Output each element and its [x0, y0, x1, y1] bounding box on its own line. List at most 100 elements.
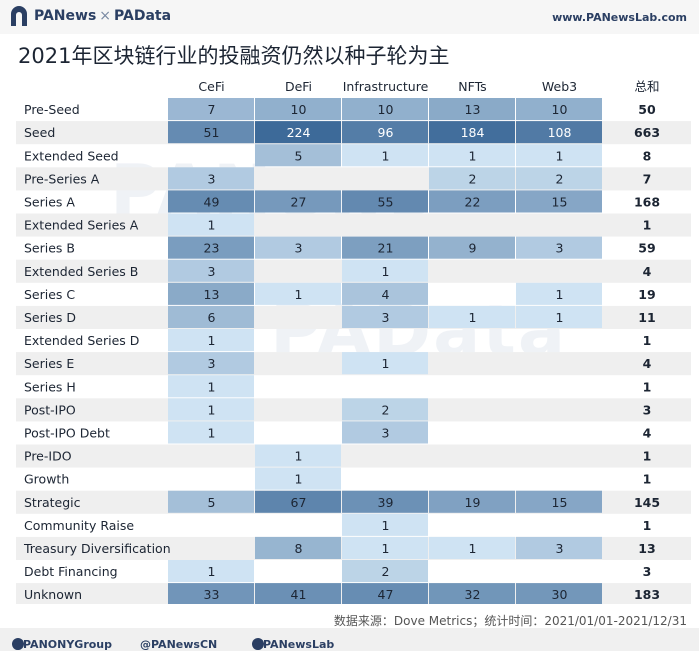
- row-total: 145: [634, 495, 660, 510]
- cell-value: 21: [378, 241, 394, 256]
- heatmap-cell: [516, 282, 602, 305]
- cell-value: 1: [556, 310, 564, 325]
- cell-value: 5: [295, 148, 303, 163]
- cell-value: 3: [382, 425, 390, 440]
- brand-title: PANews × PAData: [34, 8, 171, 24]
- heatmap-cell: [516, 305, 602, 328]
- row-total: 4: [643, 264, 652, 279]
- heatmap-cell: [342, 305, 428, 328]
- heatmap-cell: [168, 190, 254, 213]
- cell-value: 1: [295, 472, 303, 487]
- cell-value: 1: [382, 264, 390, 279]
- row-label: Series C: [24, 287, 75, 302]
- heatmap-cell: [516, 490, 602, 513]
- row-total: 1: [643, 218, 652, 233]
- heatmap-cell: [516, 121, 602, 144]
- cell-value: 184: [461, 125, 485, 140]
- cell-value: 27: [291, 194, 307, 209]
- twitter-icon: [12, 638, 24, 650]
- row-total: 4: [643, 356, 652, 371]
- total-header: 总和: [634, 79, 659, 94]
- heatmap-cell: [516, 98, 602, 121]
- cell-value: 6: [208, 310, 216, 325]
- heatmap-cell: [168, 583, 254, 604]
- heatmap-cell: [429, 98, 515, 121]
- row-total: 1: [643, 379, 652, 394]
- row-label: Strategic: [24, 495, 81, 510]
- row-total: 3: [643, 564, 652, 579]
- heatmap-cell: [255, 121, 341, 144]
- footer-facebook-handle: @PANewsLab: [252, 638, 335, 651]
- chart-title: 2021年区块链行业的投融资仍然以种子轮为主: [18, 44, 450, 68]
- brand-left: PANews: [34, 8, 97, 24]
- heatmap-cell: [516, 583, 602, 604]
- row-total: 168: [634, 194, 660, 209]
- cell-value: 7: [208, 102, 216, 117]
- heatmap-cell: [516, 536, 602, 559]
- row-total: 4: [643, 425, 652, 440]
- column-header: Web3: [542, 79, 577, 94]
- row-label: Series E: [24, 356, 74, 371]
- panews-logo-icon: [11, 6, 27, 26]
- cell-value: 96: [378, 125, 394, 140]
- row-label: Debt Financing: [24, 564, 118, 579]
- row-total: 3: [643, 402, 652, 417]
- cell-value: 1: [556, 148, 564, 163]
- top-bar: PANews × PAData www.PANewsLab.com: [0, 0, 699, 34]
- heatmap-cell: [168, 121, 254, 144]
- heatmap-cell: [516, 236, 602, 259]
- row-total: 50: [638, 102, 656, 117]
- row-total: 1: [643, 472, 652, 487]
- cell-value: 39: [378, 495, 394, 510]
- heatmap-cell: [342, 98, 428, 121]
- cell-value: 1: [208, 333, 216, 348]
- cell-value: 15: [552, 194, 568, 209]
- row-total: 183: [634, 587, 660, 602]
- brand-right: PAData: [114, 8, 172, 24]
- row-label: Series A: [24, 194, 75, 209]
- cell-value: 3: [208, 264, 216, 279]
- row-band: [16, 444, 691, 468]
- row-total: 19: [638, 287, 655, 302]
- row-label: Extended Series B: [24, 264, 138, 279]
- row-total: 13: [638, 541, 655, 556]
- row-total: 663: [634, 125, 660, 140]
- heatmap-cell: [342, 236, 428, 259]
- cell-value: 1: [295, 449, 303, 464]
- cell-value: 1: [208, 379, 216, 394]
- heatmap-cell: [255, 144, 341, 167]
- row-total: 7: [643, 171, 652, 186]
- heatmap-cell: [429, 121, 515, 144]
- cell-value: 2: [469, 171, 477, 186]
- row-total: 1: [643, 333, 652, 348]
- cell-value: 1: [382, 148, 390, 163]
- row-label: Post-IPO: [24, 402, 76, 417]
- heatmap-cell: [429, 167, 515, 190]
- column-header: DeFi: [285, 79, 312, 94]
- row-label: Community Raise: [24, 518, 134, 533]
- footer-twitter-handle: @PANONYGroup: [12, 638, 113, 651]
- heatmap-cell: [342, 513, 428, 536]
- cell-value: 1: [208, 425, 216, 440]
- heatmap-cell: [429, 144, 515, 167]
- cell-value: 3: [208, 171, 216, 186]
- column-header: Infrastructure: [343, 79, 429, 94]
- heatmap-cell: [342, 190, 428, 213]
- cell-value: 3: [208, 356, 216, 371]
- cell-value: 9: [469, 241, 477, 256]
- heatmap-cell: [516, 190, 602, 213]
- cell-value: 10: [291, 102, 307, 117]
- cell-value: 3: [295, 241, 303, 256]
- heatmap-cell: [342, 583, 428, 604]
- heatmap-cell: [168, 259, 254, 282]
- row-total: 1: [643, 449, 652, 464]
- heatmap-cell: [168, 213, 254, 236]
- cell-value: 49: [204, 194, 220, 209]
- cell-value: 2: [382, 402, 390, 417]
- heatmap-cell: [342, 121, 428, 144]
- footer-bar: @PANONYGroup @PANewsCN @PANewsLab: [0, 628, 699, 651]
- row-label: Seed: [24, 125, 55, 140]
- heatmap-cell: [255, 490, 341, 513]
- heatmap-cell: [168, 398, 254, 421]
- heatmap-cell: [342, 352, 428, 375]
